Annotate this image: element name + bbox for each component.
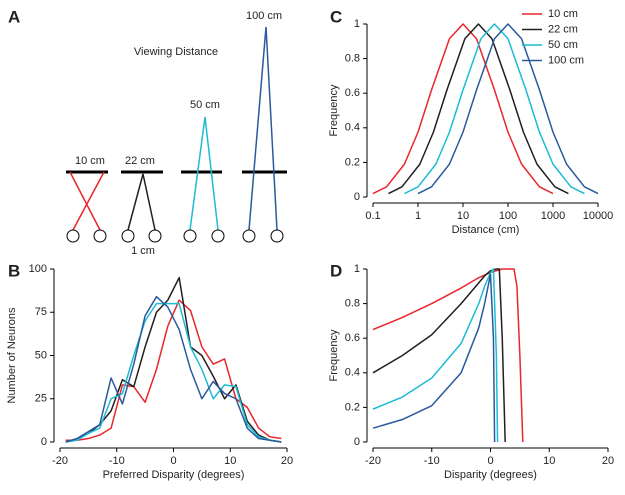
x-tick-label: 1000 [541, 210, 565, 222]
y-axis-label: Frequency [328, 329, 340, 381]
series-line [388, 23, 569, 195]
y-tick-label: 0.4 [345, 367, 360, 379]
x-tick-label: 10 [457, 210, 469, 222]
series-line [372, 268, 524, 443]
x-tick-label: 1 [415, 210, 421, 222]
sight-lines [69, 26, 278, 231]
y-tick-label: 1 [354, 18, 360, 30]
x-tick-label: 10000 [583, 210, 614, 222]
distance-label: 50 cm [190, 99, 220, 111]
series-line [404, 23, 585, 195]
x-tick-label: 0 [170, 455, 176, 467]
distance-label: 10 cm [75, 155, 105, 167]
x-tick-label: -10 [424, 455, 440, 467]
x-tick-label: 20 [602, 455, 614, 467]
y-tick-label: 0 [354, 436, 360, 448]
legend-label: 10 cm [548, 8, 578, 20]
y-tick-label: 50 [35, 349, 47, 361]
panel-label: D [330, 261, 342, 280]
x-tick-label: -20 [52, 455, 68, 467]
diagram: A Viewing Distance 10 cm 22 cm 50 cm 100… [8, 7, 287, 257]
y-tick-label: 100 [29, 263, 47, 275]
y-tick-label: 0.8 [345, 298, 360, 310]
y-tick-label: 0.2 [345, 156, 360, 168]
series-line [372, 268, 499, 443]
series-line [65, 295, 282, 443]
y-tick-label: 75 [35, 306, 47, 318]
x-tick-label: 10 [543, 455, 555, 467]
eyes [66, 229, 284, 243]
y-tick-label: 1 [354, 263, 360, 275]
series-line [372, 268, 506, 443]
y-tick-label: 0.4 [345, 122, 360, 134]
x-tick-label: -20 [365, 455, 381, 467]
x-axis-label: Preferred Disparity (degrees) [103, 469, 245, 481]
y-tick-label: 0.6 [345, 332, 360, 344]
panel-label: C [330, 7, 342, 26]
x-tick-label: -10 [109, 455, 125, 467]
y-tick-label: 25 [35, 393, 47, 405]
x-tick-label: 10 [224, 455, 236, 467]
y-axis-label: Frequency [328, 84, 340, 136]
distance-label: 100 cm [246, 10, 282, 22]
series-line [65, 302, 282, 443]
y-tick-label: 0.8 [345, 53, 360, 65]
distance-label: 22 cm [125, 155, 155, 167]
y-tick-label: 0 [41, 436, 47, 448]
x-tick-label: 0 [487, 455, 493, 467]
x-axis-label: Distance (cm) [452, 224, 520, 236]
series-line [372, 273, 496, 443]
x-axis-label: Disparity (degrees) [444, 469, 537, 481]
panel-label: B [8, 261, 20, 280]
eye-separation-label: 1 cm [131, 245, 155, 257]
y-axis-label: Number of Neurons [6, 307, 18, 403]
legend-label: 50 cm [548, 39, 578, 51]
diagram-title: Viewing Distance [134, 46, 218, 58]
panel-label: A [8, 7, 20, 26]
y-tick-label: 0.6 [345, 87, 360, 99]
series-line [65, 276, 282, 443]
y-tick-label: 0.2 [345, 401, 360, 413]
x-tick-label: 20 [281, 455, 293, 467]
y-tick-label: 0 [354, 191, 360, 203]
series-line [65, 299, 282, 442]
x-tick-label: 0.1 [365, 210, 380, 222]
legend-label: 22 cm [548, 23, 578, 35]
x-tick-label: 100 [499, 210, 517, 222]
legend-label: 100 cm [548, 54, 584, 66]
series-line [372, 23, 554, 195]
series-line [417, 23, 599, 195]
